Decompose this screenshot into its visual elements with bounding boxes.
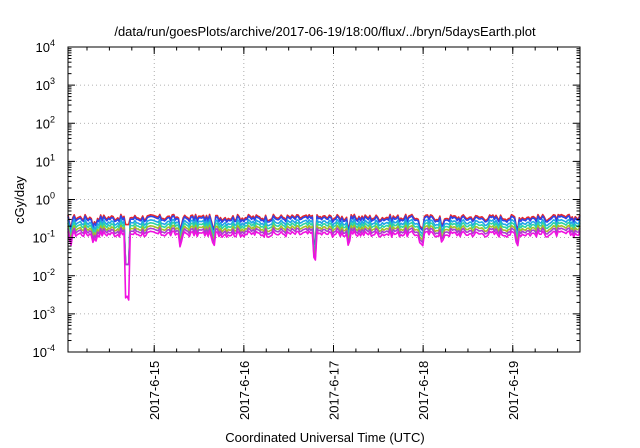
y-tick-label-exponent: -2 [47,267,55,277]
series-line-0 [67,213,581,245]
y-tick-label: 10-2 [33,267,55,284]
series-line-4 [67,224,581,266]
grid [68,47,580,352]
y-tick-label-base: 10 [33,345,47,360]
y-tick-label-base: 10 [36,193,50,208]
y-tick-label-exponent: 2 [50,114,55,124]
y-tick-label: 104 [36,38,55,55]
y-tick-label-exponent: 0 [50,191,55,201]
y-tick-label-exponent: -4 [47,343,55,353]
y-tick-label-exponent: -1 [47,229,55,239]
x-tick-label: 2017-6-19 [506,361,521,420]
series-line-3 [67,221,581,266]
y-tick-label-base: 10 [36,78,50,93]
x-tick-label: 2017-6-15 [147,361,162,420]
y-tick-label: 102 [36,114,55,131]
y-tick-label-base: 10 [36,40,50,55]
y-tick-label-base: 10 [33,269,47,284]
series-line-1 [67,215,581,266]
y-tick-label: 101 [36,152,55,169]
y-tick-label-base: 10 [33,307,47,322]
x-axis-label: Coordinated Universal Time (UTC) [225,430,424,445]
series-lines [67,213,581,301]
y-tick-label-base: 10 [36,116,50,131]
y-tick-label-exponent: -3 [47,305,55,315]
y-tick-label-exponent: 3 [50,76,55,86]
y-tick-label-exponent: 1 [50,152,55,162]
x-tick-label: 2017-6-16 [237,361,252,420]
y-tick-label: 10-4 [33,343,55,360]
x-tick-label: 2017-6-17 [326,361,341,420]
y-tick-label: 103 [36,76,55,93]
y-axis-label: cGy/day [12,176,27,224]
series-line-2 [67,218,581,266]
y-tick-label: 10-1 [33,229,55,246]
series-line-5 [67,227,581,266]
y-tick-label-exponent: 4 [50,38,55,48]
x-tick-label: 2017-6-18 [416,361,431,420]
series-line-6 [67,230,581,301]
x-axis: 2017-6-15 2017-6-16 2017-6-17 2017-6-18 2017… [86,47,581,420]
y-tick-label: 10-3 [33,305,55,322]
chart-title: /data/run/goesPlots/archive/2017-06-19/1… [114,24,536,39]
y-tick-label-base: 10 [36,154,50,169]
y-tick-label-base: 10 [33,231,47,246]
y-tick-label: 100 [36,191,55,208]
